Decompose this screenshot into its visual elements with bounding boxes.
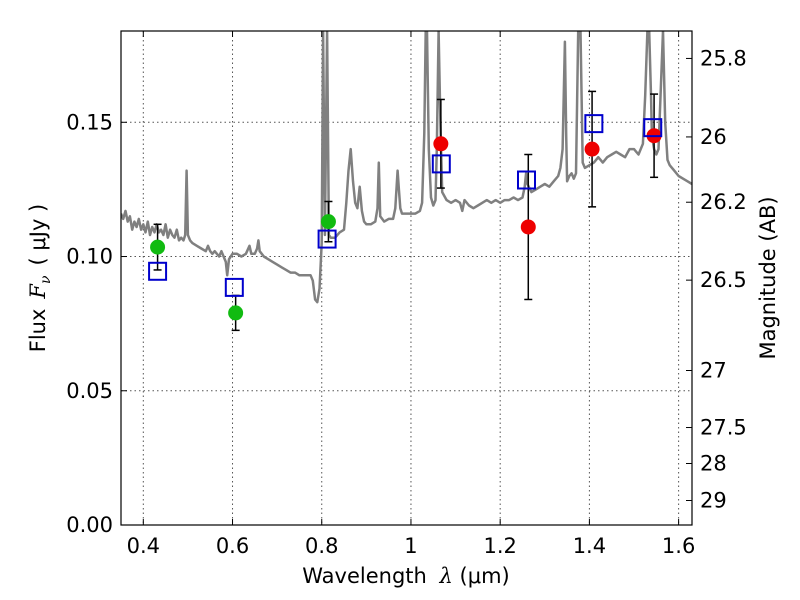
model-band-squares: [148, 114, 663, 297]
y-tick-label: 0.05: [66, 379, 113, 403]
magnitude-axis-label: Magnitude (AB): [756, 196, 780, 359]
model-band-square: [643, 118, 663, 138]
green-point: [228, 305, 244, 321]
x-tick-label: 1.2: [483, 534, 516, 558]
red-point: [433, 136, 449, 152]
red-point: [520, 219, 536, 235]
y-tick-label: 0.00: [66, 513, 113, 537]
magnitude-tick-label: 27.5: [700, 416, 747, 440]
green-point: [320, 214, 336, 230]
y-axis-ticks: 0.00 0.05 0.10 0.15: [66, 110, 127, 537]
magnitude-tick-label: 26.5: [700, 268, 747, 292]
data-markers: [150, 128, 662, 321]
model-band-square: [148, 261, 168, 281]
magnitude-tick-label: 25.8: [700, 46, 747, 70]
x-tick-label: 1.4: [573, 534, 606, 558]
model-band-square: [224, 277, 244, 297]
model-band-square: [584, 114, 604, 134]
y-tick-label: 0.15: [66, 110, 113, 134]
magnitude-axis-ticks: 25.8 26 26.2 26.5 27 27.5 28 29: [686, 46, 747, 513]
x-tick-label: 0.8: [305, 534, 338, 558]
x-axis-ticks: 0.4 0.6 0.8 1 1.2 1.4 1.6: [127, 31, 695, 558]
y-tick-label: 0.10: [66, 245, 113, 269]
model-band-square: [317, 229, 337, 249]
magnitude-tick-label: 28: [700, 451, 727, 475]
model-band-square: [516, 170, 536, 190]
model-spectrum-line: [121, 31, 692, 304]
green-point: [150, 239, 166, 255]
magnitude-tick-label: 29: [700, 489, 727, 513]
model-band-square: [431, 154, 451, 174]
y-axis-label: FluxFν( μJy ): [26, 204, 54, 352]
x-tick-label: 1.6: [662, 534, 695, 558]
plot-frame: [120, 30, 693, 526]
magnitude-tick-label: 26: [700, 125, 727, 149]
x-tick-label: 0.6: [216, 534, 249, 558]
plot-area: [121, 31, 692, 332]
x-tick-label: 1: [404, 534, 417, 558]
x-axis-label: Wavelength λ (μm): [302, 564, 509, 588]
red-point: [584, 141, 600, 157]
magnitude-tick-label: 27: [700, 359, 727, 383]
magnitude-tick-label: 26.2: [700, 190, 747, 214]
x-tick-label: 0.4: [127, 534, 160, 558]
grid: [121, 31, 692, 525]
